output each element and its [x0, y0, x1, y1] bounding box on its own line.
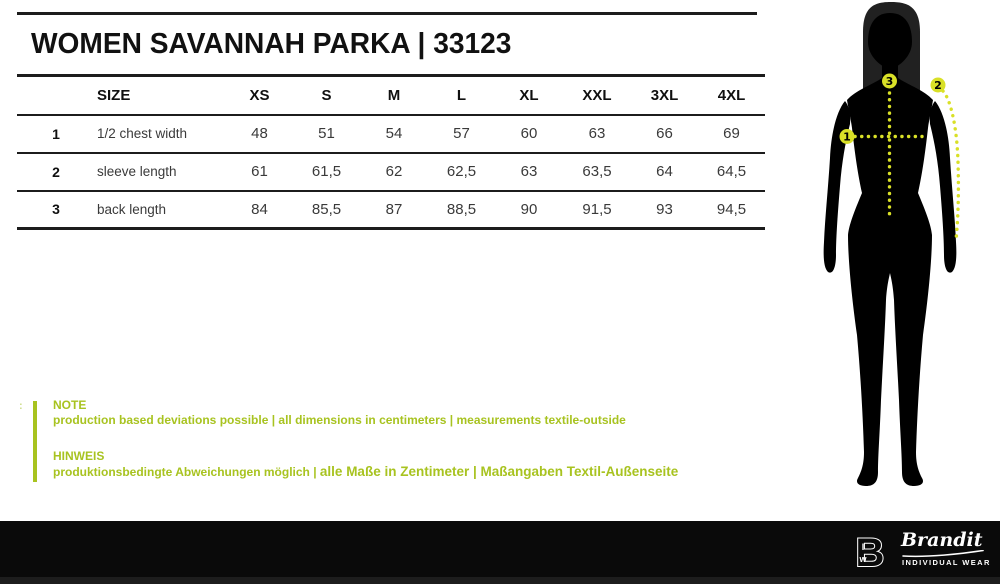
cell-value: 85,5	[311, 200, 342, 218]
title-top-rule	[17, 12, 757, 15]
marker-1-label: 1	[843, 130, 851, 143]
row-number: 3	[52, 201, 60, 218]
brand-underline-swoosh	[902, 550, 984, 558]
cell-value: 60	[520, 125, 538, 142]
size-header-label: SIZE	[97, 86, 131, 104]
cell-value: 91,5	[582, 200, 612, 218]
size-col-xl: XL	[519, 86, 539, 104]
cell-value: 90	[520, 200, 538, 218]
note-body-de-part1: produktionsbedingte Abweichungen möglich…	[53, 465, 320, 479]
size-col-xxl: XXL	[582, 86, 612, 104]
faint-print-mark: :	[19, 400, 23, 412]
brand-tagline: INDIVIDUAL WEAR	[902, 558, 991, 567]
size-table: SIZE XS S M L XL XXL 3XL 4XL 1 1/2 chest…	[17, 74, 765, 230]
cell-value: 63,5	[582, 163, 612, 180]
emblem-letter-w: w	[858, 554, 867, 564]
cell-value: 54	[385, 125, 403, 142]
cell-value: 48	[251, 125, 268, 142]
size-table-header-row: SIZE XS S M L XL XXL 3XL 4XL	[17, 76, 765, 115]
measurement-figure: 1 2 3	[800, 0, 1000, 500]
size-col-l: L	[456, 86, 467, 104]
row-label: 1/2 chest width	[97, 126, 188, 141]
right-arm-shape	[929, 101, 957, 273]
marker-3-label: 3	[886, 75, 894, 88]
cell-value: 51	[318, 125, 335, 142]
sleeve-length-dotted-line	[941, 89, 961, 242]
size-col-4xl: 4XL	[717, 86, 746, 104]
left-arm-shape	[823, 101, 851, 273]
cell-value: 63	[588, 125, 606, 142]
row-number: 2	[52, 163, 60, 180]
size-col-3xl: 3XL	[650, 86, 679, 104]
cell-value: 57	[453, 125, 470, 142]
row-label: back length	[97, 201, 167, 217]
note-body-en: production based deviations possible | a…	[53, 413, 626, 427]
cell-value: 84	[251, 200, 268, 218]
note-body-de: produktionsbedingte Abweichungen möglich…	[53, 464, 678, 479]
cell-value: 64	[656, 163, 673, 180]
notes-accent-bar	[33, 401, 37, 482]
emblem-letter-b: B	[856, 531, 885, 571]
footer-bottom-strip	[0, 577, 1000, 584]
cell-value: 62	[385, 163, 403, 180]
table-row-sleeve-length: 2 sleeve length 61 61,5 62 62,5 63 63,5 …	[17, 153, 765, 191]
female-silhouette-graphic: 1 2 3	[823, 2, 961, 486]
row-number: 1	[52, 125, 60, 142]
marker-2: 2	[930, 77, 946, 93]
cell-value: 87	[385, 200, 403, 218]
cell-value: 62,5	[446, 163, 477, 180]
brandit-emblem-icon: B l w	[855, 531, 885, 571]
brand-name: Brandit	[901, 529, 983, 551]
size-col-s: S	[321, 86, 332, 104]
cell-value: 61	[251, 163, 268, 180]
marker-2-label: 2	[934, 79, 942, 92]
cell-value: 66	[656, 125, 673, 142]
cell-value: 64,5	[716, 163, 747, 180]
note-heading-de: HINWEIS	[53, 449, 105, 463]
cell-value: 69	[723, 125, 740, 142]
header-spacer	[17, 76, 95, 115]
cell-value: 93	[656, 200, 673, 218]
cell-value: 94,5	[716, 200, 747, 218]
face-shape	[868, 13, 912, 70]
size-col-m: M	[387, 86, 401, 104]
table-row-back-length: 3 back length 84 85,5 87 88,5 90 91,5 93…	[17, 191, 765, 229]
table-row-chest-width: 1 1/2 chest width 48 51 54 57 60 63 66 6…	[17, 115, 765, 153]
row-label: sleeve length	[97, 164, 177, 179]
emblem-letter-l: l	[862, 542, 865, 552]
note-body-de-part2: alle Maße in Zentimeter | Maßangaben Tex…	[319, 464, 679, 479]
cell-value: 88,5	[446, 200, 477, 218]
page-title: WOMEN SAVANNAH PARKA | 33123	[31, 28, 512, 60]
size-col-xs: XS	[249, 86, 270, 104]
footer-bar	[0, 521, 1000, 577]
note-heading-en: NOTE	[53, 398, 87, 412]
cell-value: 63	[520, 163, 538, 180]
cell-value: 61,5	[311, 163, 342, 180]
body-shape	[847, 54, 933, 486]
marker-1: 1	[839, 129, 855, 144]
marker-3: 3	[882, 73, 897, 89]
